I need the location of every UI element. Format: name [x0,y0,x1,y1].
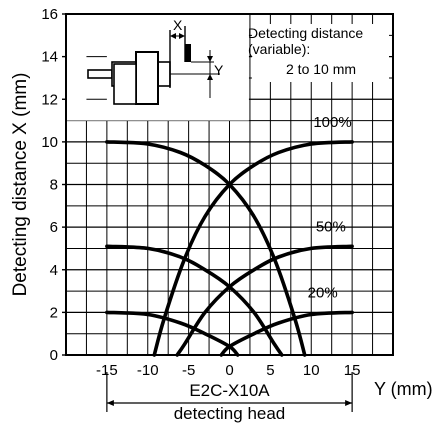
series-label-20pct: 20% [308,284,338,301]
target-plate [185,44,191,62]
sensor-diagram [67,15,389,121]
x-tick-label: 15 [344,362,361,379]
tick-labels: 0 2 4 6 8 10 12 14 16 -15 -10 -5 0 5 10 15 [41,6,360,379]
series-label-100pct: 100% [313,114,351,131]
x-tick-label: 5 [266,362,274,379]
distance-label-line1: Detecting distance [248,25,363,41]
head-dim-arrow-left [106,400,114,406]
y-tick-label: 0 [50,347,58,364]
curve-100pct-right [152,140,354,357]
curve-20pct-right [219,310,354,357]
sensor-flange [135,51,159,105]
dim-y-arrow-top [207,56,213,62]
y-tick-label: 16 [41,6,58,23]
head-dimension-line [106,372,353,412]
sensor-cable [87,69,113,79]
y-tick-label: 8 [50,177,58,194]
y-axis-label: Detecting distance X (mm) [10,73,31,297]
x-tick-label: -10 [137,362,159,379]
head-dim-arrow-right [345,400,353,406]
y-tick-label: 6 [50,219,58,236]
dim-x-arrow-left [170,33,176,39]
dim-x-arrow-right [179,33,185,39]
series-label-50pct: 50% [316,218,346,235]
chart-labels: Detecting distance X (mm) Y (mm) Detecti… [10,17,433,423]
y-tick-label: 12 [41,91,58,108]
head-caption: detecting head [174,404,286,423]
sensor-housing [113,63,137,105]
x-tick-label: 0 [225,362,233,379]
x-axis-label: Y (mm) [374,379,433,399]
dimension-x-label: X [173,17,183,33]
y-tick-label: 14 [41,49,58,66]
x-tick-label: -15 [96,362,118,379]
y-tick-label: 10 [41,134,58,151]
curve-50pct-right [175,244,354,357]
x-tick-label: 10 [303,362,320,379]
distance-label-line2: (variable): [248,41,310,57]
y-tick-label: 4 [50,262,58,279]
curve-50pct-left [105,244,284,357]
distance-label-line3: 2 to 10 mm [286,61,356,77]
dim-y-arrow-bottom [207,74,213,80]
y-tick-label: 2 [50,304,58,321]
distance-label-background [251,24,389,82]
head-model-label: E2C-X10A [189,381,270,400]
dimension-y-label: Y [214,62,224,78]
x-tick-label: -5 [182,362,195,379]
series-curves [105,140,354,357]
series-labels: 100% 50% 20% [308,114,352,301]
